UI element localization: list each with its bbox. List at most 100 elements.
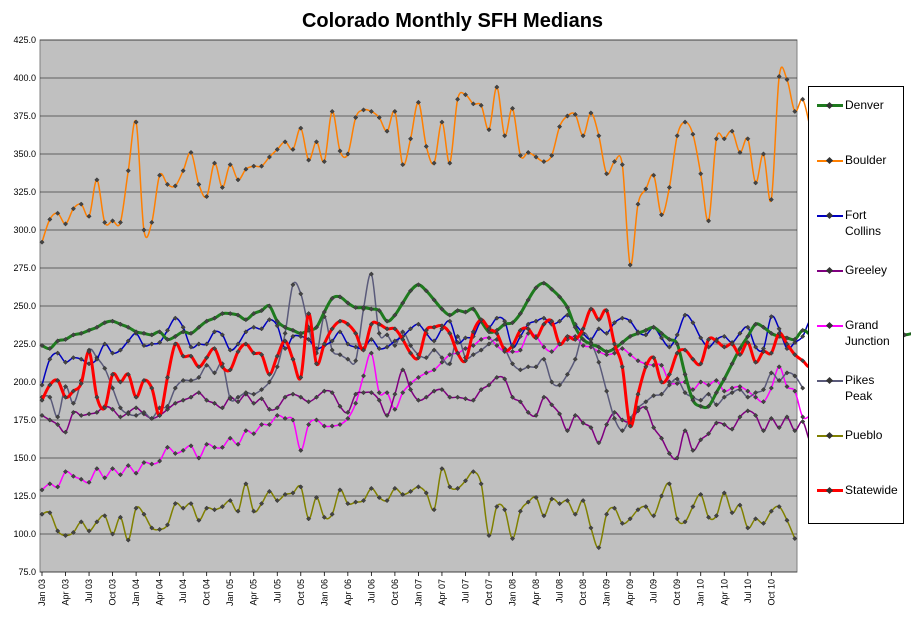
data-point [533, 285, 539, 291]
data-point [133, 412, 139, 418]
data-point [337, 294, 343, 300]
x-tick-label: Jan 09 [602, 579, 612, 606]
data-point [776, 504, 782, 510]
data-point [353, 305, 359, 311]
data-point [164, 374, 170, 380]
data-point [572, 412, 578, 418]
data-point [745, 339, 751, 345]
data-point [141, 460, 147, 466]
data-point [635, 507, 641, 513]
data-point [172, 501, 178, 507]
data-point [682, 347, 688, 353]
data-point [368, 321, 374, 327]
data-point [439, 119, 445, 125]
data-point [164, 444, 170, 450]
data-point [423, 327, 429, 333]
data-point [682, 390, 688, 396]
data-point [431, 347, 437, 353]
data-point [706, 218, 712, 224]
data-point [298, 291, 304, 297]
data-point [517, 311, 523, 317]
data-point [557, 294, 563, 300]
data-point [321, 423, 327, 429]
data-point [745, 408, 751, 414]
data-point [290, 146, 296, 152]
data-point [729, 341, 735, 347]
series-line-denver [41, 281, 911, 410]
data-point [768, 508, 774, 514]
data-point [651, 172, 657, 178]
legend-label: Pikes Peak [845, 373, 875, 403]
data-point [674, 341, 680, 347]
data-point [674, 332, 680, 338]
data-point [353, 330, 359, 336]
data-point [290, 490, 296, 496]
data-point [557, 382, 563, 388]
y-tick-label: 400.0 [13, 73, 36, 83]
data-point [760, 349, 766, 355]
data-point [259, 163, 265, 169]
data-point [55, 377, 61, 383]
x-tick-label: Jul 03 [84, 579, 94, 603]
data-point [447, 318, 453, 324]
data-point [329, 511, 335, 517]
data-point [227, 367, 233, 373]
data-point [70, 206, 76, 212]
data-point [164, 522, 170, 528]
data-point [157, 526, 163, 532]
data-point [666, 184, 672, 190]
data-point [525, 364, 531, 370]
data-point [251, 324, 257, 330]
data-point [478, 102, 484, 108]
data-point [86, 349, 92, 355]
data-point [510, 105, 516, 111]
data-point [376, 115, 382, 121]
legend-label: Fort Collins [845, 208, 882, 238]
legend-marker-icon [825, 431, 834, 440]
data-point [619, 339, 625, 345]
data-point [86, 327, 92, 333]
legend-marker-icon [825, 321, 834, 330]
data-point [266, 303, 272, 309]
data-point [494, 315, 500, 321]
data-point [706, 431, 712, 437]
data-point [110, 406, 116, 412]
data-point [219, 504, 225, 510]
data-point [63, 359, 69, 365]
data-point [596, 133, 602, 139]
data-point [415, 99, 421, 105]
data-point [235, 177, 241, 183]
data-point [243, 317, 249, 323]
data-point [219, 332, 225, 338]
data-point [753, 180, 759, 186]
data-point [392, 406, 398, 412]
data-point [212, 400, 218, 406]
data-point [227, 396, 233, 402]
data-point [392, 338, 398, 344]
data-point [274, 405, 280, 411]
data-point [431, 388, 437, 394]
data-point [345, 321, 351, 327]
data-point [47, 216, 53, 222]
data-point [611, 505, 617, 511]
x-tick-label: Jul 10 [743, 579, 753, 603]
data-point [337, 352, 343, 358]
data-point [784, 517, 790, 523]
data-point [627, 262, 633, 268]
legend-label: Denver [845, 98, 884, 112]
x-tick-label: Oct 09 [672, 579, 682, 606]
data-point [643, 504, 649, 510]
data-point [619, 346, 625, 352]
data-point [321, 388, 327, 394]
data-point [792, 352, 798, 358]
data-point [462, 478, 468, 484]
data-point [180, 447, 186, 453]
data-point [423, 394, 429, 400]
data-point [70, 409, 76, 415]
data-point [392, 485, 398, 491]
data-point [431, 324, 437, 330]
data-point [188, 394, 194, 400]
data-point [659, 212, 665, 218]
data-point [721, 136, 727, 142]
data-point [557, 124, 563, 130]
